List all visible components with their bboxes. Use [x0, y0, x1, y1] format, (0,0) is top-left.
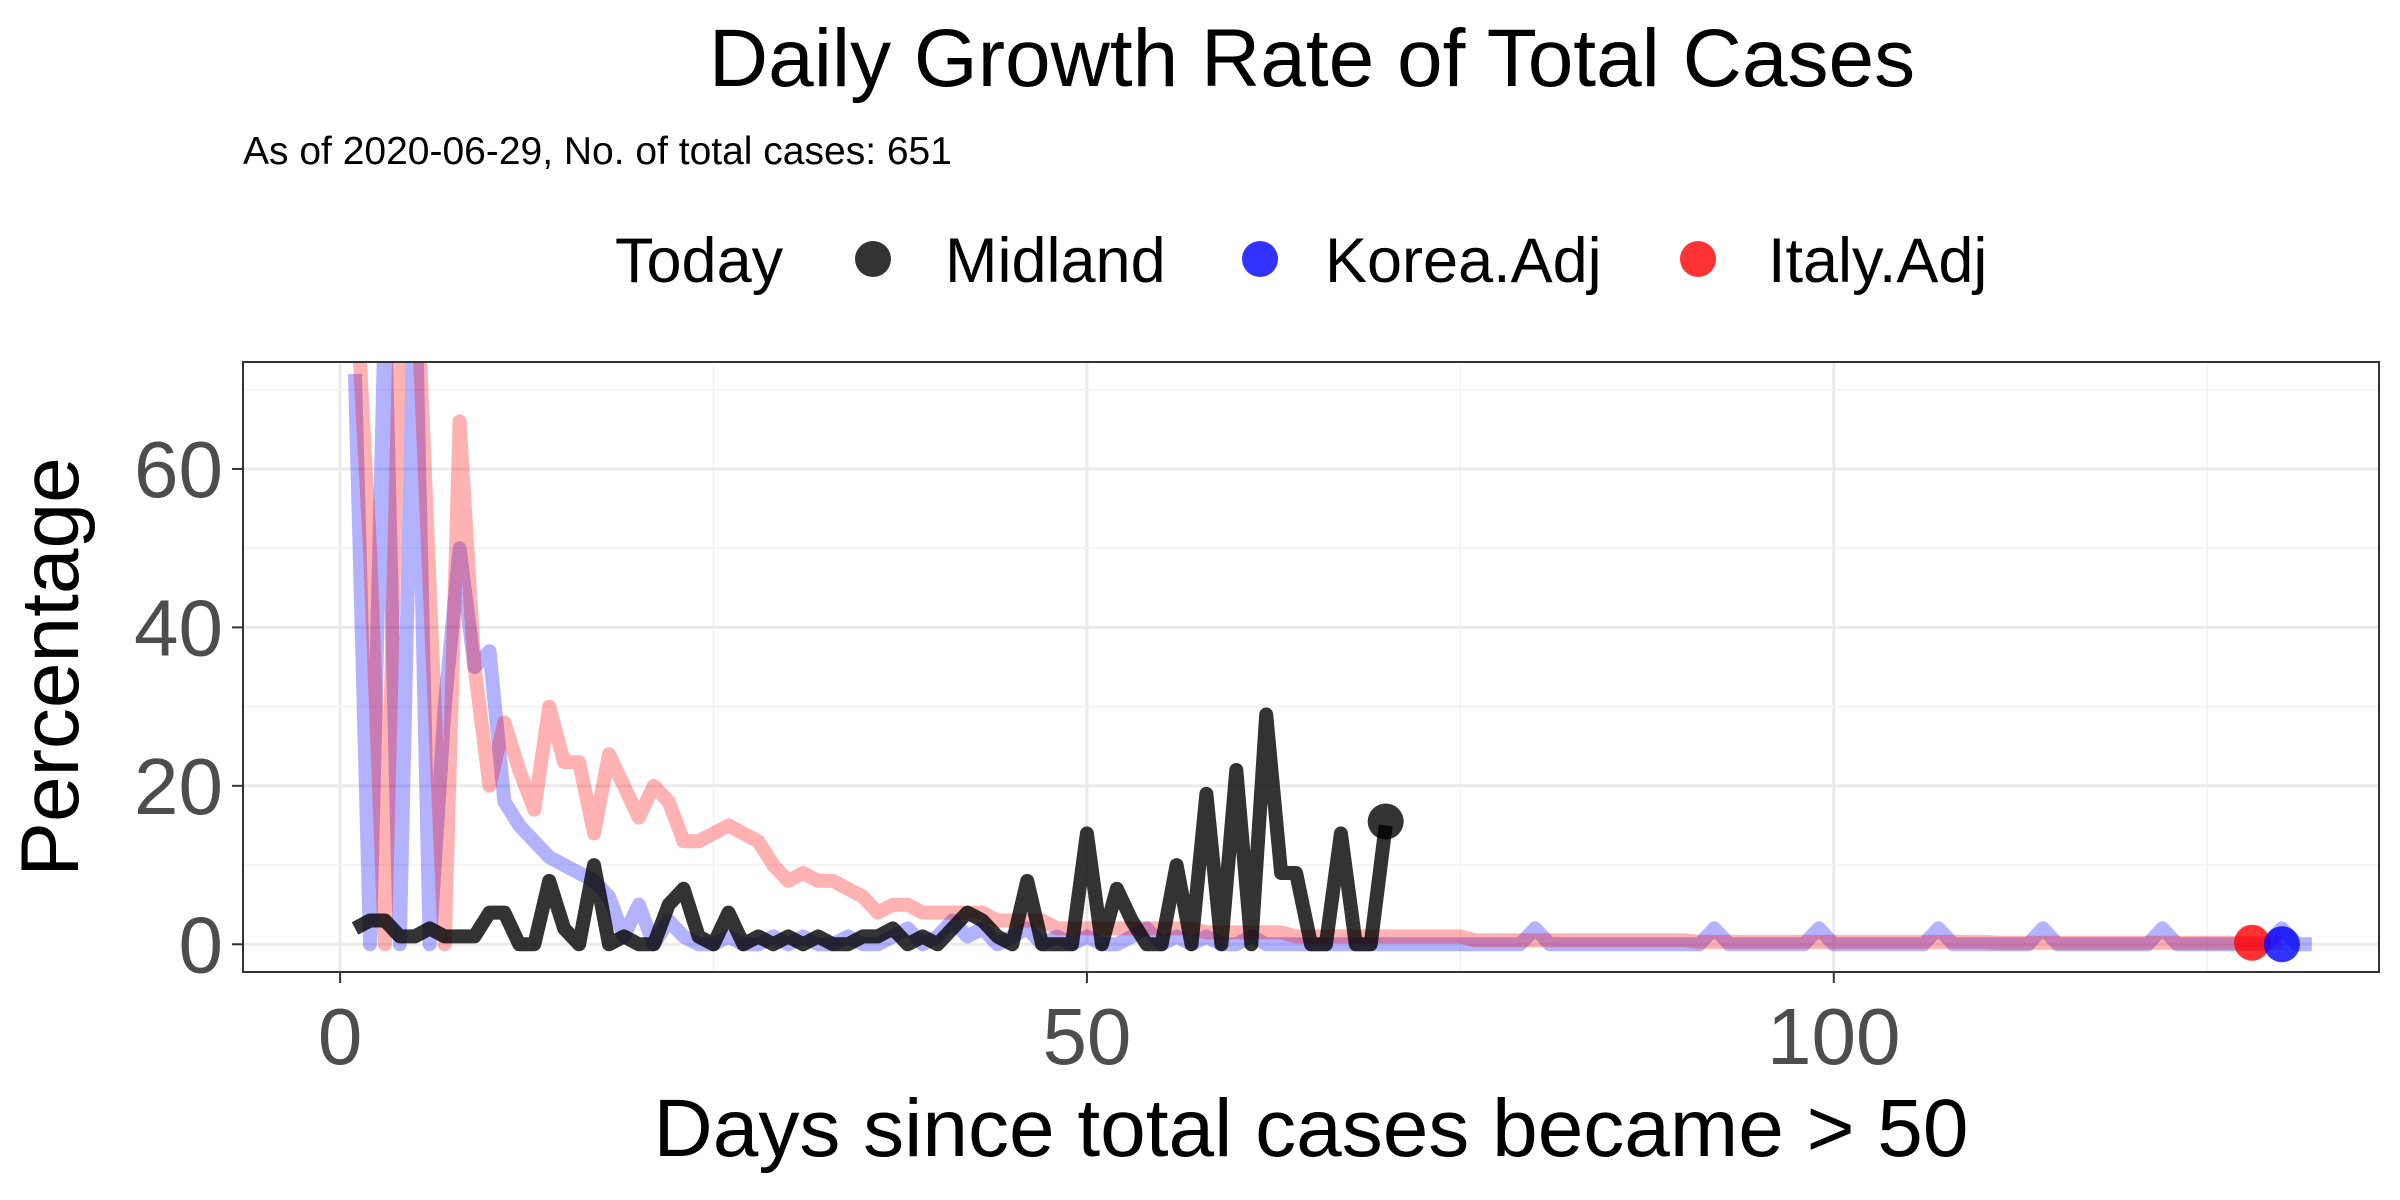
chart-title: Daily Growth Rate of Total Cases — [709, 13, 1915, 104]
y-tick-label: 0 — [179, 900, 224, 989]
today-point-korea-adj — [2263, 926, 2300, 963]
legend-key-italy — [1680, 241, 1716, 277]
series-line-korea-adj — [348, 362, 2312, 952]
legend: Today Midland Korea.Adj Italy.Adj — [615, 226, 1987, 296]
legend-title: Today — [615, 226, 784, 296]
series-line-italy-adj — [352, 362, 2282, 952]
today-point-italy-adj — [2234, 924, 2271, 961]
series-line-midland — [351, 707, 1393, 952]
chart-subtitle: As of 2020-06-29, No. of total cases: 65… — [243, 130, 952, 173]
y-tick-label: 20 — [134, 742, 223, 831]
today-point-midland — [1367, 803, 1404, 840]
plot-panel — [242, 361, 2380, 973]
legend-label-midland: Midland — [945, 226, 1166, 296]
x-axis-title: Days since total cases became > 50 — [654, 1083, 1969, 1174]
grid-lines — [243, 362, 2379, 972]
y-axis-title: Percentage — [5, 457, 96, 876]
y-tick-label: 60 — [134, 425, 223, 514]
x-tick-label: 50 — [1042, 992, 1131, 1081]
y-tick-label: 40 — [134, 583, 223, 672]
legend-label-italy: Italy.Adj — [1768, 226, 1987, 296]
x-tick-label: 100 — [1767, 992, 1900, 1081]
legend-key-midland — [855, 241, 891, 277]
x-tick-label: 0 — [318, 992, 363, 1081]
series-lines — [348, 362, 2312, 952]
legend-key-korea — [1242, 241, 1278, 277]
today-points — [1367, 803, 2300, 963]
axes: 0 50 100 0 20 40 60 — [134, 425, 1901, 1081]
legend-label-korea: Korea.Adj — [1325, 226, 1602, 296]
